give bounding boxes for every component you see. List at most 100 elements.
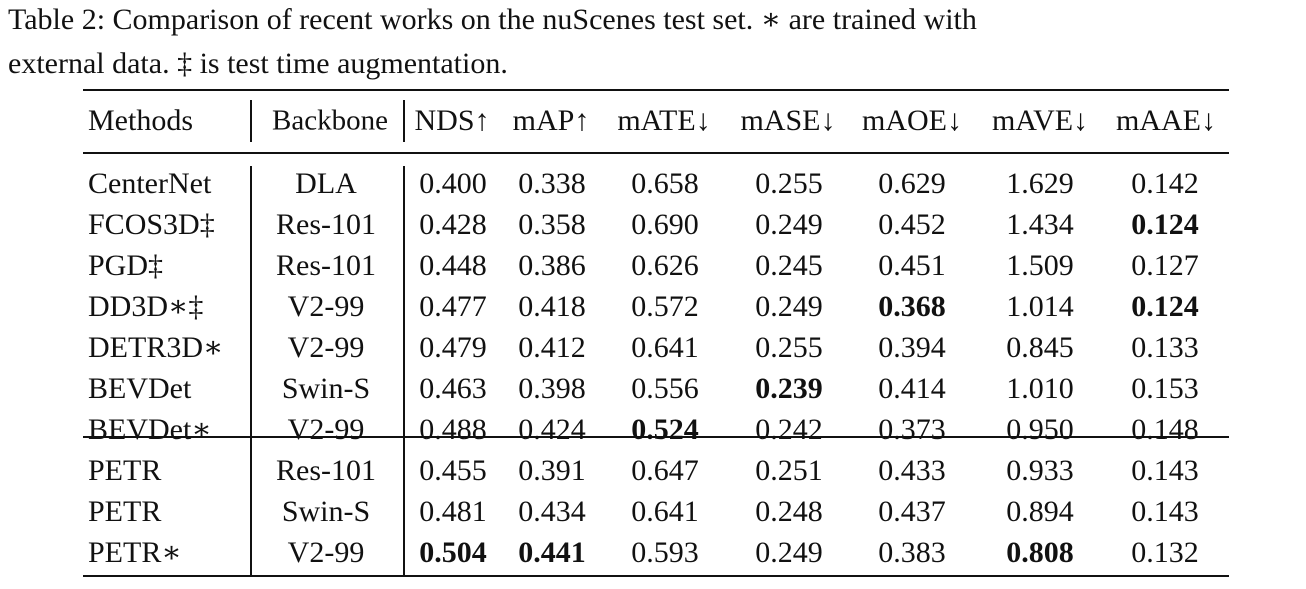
value-cell: 0.556: [631, 372, 699, 405]
value-cell: 0.143: [1131, 495, 1199, 528]
backbone-cell: Swin-S: [281, 495, 371, 528]
value-cell: 0.148: [1131, 413, 1199, 446]
value-cell: 0.441: [518, 536, 586, 569]
value-cell: 0.255: [755, 331, 823, 364]
value-cell: 0.629: [878, 167, 946, 200]
value-cell: 0.479: [419, 331, 487, 364]
value-cell: 1.434: [1006, 208, 1074, 241]
value-cell: 0.124: [1131, 208, 1199, 241]
value-cell: 0.143: [1131, 454, 1199, 487]
value-cell: 0.933: [1006, 454, 1074, 487]
value-cell: 0.451: [878, 249, 946, 282]
header-cell: mAP↑: [512, 104, 590, 137]
value-cell: 0.142: [1131, 167, 1199, 200]
header-cell: mATE↓: [617, 104, 711, 137]
value-cell: 0.394: [878, 331, 946, 364]
caption-line: external data. ‡ is test time augmentati…: [8, 47, 508, 80]
value-cell: 0.242: [755, 413, 823, 446]
value-cell: 0.391: [518, 454, 586, 487]
value-cell: 0.477: [419, 290, 487, 323]
value-cell: 0.127: [1131, 249, 1199, 282]
method-cell: PETR∗: [88, 536, 182, 569]
value-cell: 0.414: [878, 372, 946, 405]
value-cell: 0.249: [755, 208, 823, 241]
method-cell: PETR: [88, 495, 162, 528]
value-cell: 0.245: [755, 249, 823, 282]
header-cell: Backbone: [272, 104, 388, 137]
backbone-cell: DLA: [295, 167, 357, 200]
value-cell: 0.249: [755, 290, 823, 323]
method-cell: BEVDet∗: [88, 413, 212, 446]
header-rule: [83, 152, 1229, 154]
backbone-cell: Res-101: [276, 249, 376, 282]
value-cell: 0.845: [1006, 331, 1074, 364]
caption-line: Table 2: Comparison of recent works on t…: [8, 3, 977, 36]
value-cell: 0.504: [419, 536, 487, 569]
value-cell: 0.434: [518, 495, 586, 528]
value-cell: 0.488: [419, 413, 487, 446]
value-cell: 0.572: [631, 290, 699, 323]
value-cell: 1.014: [1006, 290, 1074, 323]
value-cell: 0.255: [755, 167, 823, 200]
backbone-cell: Res-101: [276, 208, 376, 241]
value-cell: 0.132: [1131, 536, 1199, 569]
backbone-cell: V2-99: [287, 536, 365, 569]
value-cell: 1.010: [1006, 372, 1074, 405]
column-rule: [403, 100, 405, 142]
value-cell: 0.358: [518, 208, 586, 241]
value-cell: 0.249: [755, 536, 823, 569]
value-cell: 0.386: [518, 249, 586, 282]
value-cell: 0.153: [1131, 372, 1199, 405]
header-cell: NDS↑: [414, 104, 490, 137]
value-cell: 0.133: [1131, 331, 1199, 364]
value-cell: 0.641: [631, 331, 699, 364]
value-cell: 0.124: [1131, 290, 1199, 323]
value-cell: 0.455: [419, 454, 487, 487]
value-cell: 0.641: [631, 495, 699, 528]
value-cell: 0.593: [631, 536, 699, 569]
value-cell: 0.373: [878, 413, 946, 446]
header-cell: mAAE↓: [1116, 104, 1216, 137]
value-cell: 1.629: [1006, 167, 1074, 200]
bottom-rule: [83, 575, 1229, 577]
header-cell: mAVE↓: [991, 104, 1089, 137]
value-cell: 0.524: [631, 413, 699, 446]
value-cell: 0.338: [518, 167, 586, 200]
group-rule: [83, 436, 1229, 438]
value-cell: 0.239: [755, 372, 823, 405]
value-cell: 0.894: [1006, 495, 1074, 528]
value-cell: 0.412: [518, 331, 586, 364]
value-cell: 1.509: [1006, 249, 1074, 282]
backbone-cell: Res-101: [276, 454, 376, 487]
header-cell: mAOE↓: [862, 104, 962, 137]
value-cell: 0.400: [419, 167, 487, 200]
value-cell: 0.398: [518, 372, 586, 405]
column-rule: [250, 166, 252, 576]
header-cell: Methods: [88, 104, 193, 137]
value-cell: 0.248: [755, 495, 823, 528]
value-cell: 0.437: [878, 495, 946, 528]
value-cell: 0.418: [518, 290, 586, 323]
value-cell: 0.428: [419, 208, 487, 241]
value-cell: 0.383: [878, 536, 946, 569]
value-cell: 0.690: [631, 208, 699, 241]
value-cell: 0.448: [419, 249, 487, 282]
method-cell: PETR: [88, 454, 162, 487]
method-cell: DETR3D∗: [88, 331, 224, 364]
value-cell: 0.658: [631, 167, 699, 200]
value-cell: 0.251: [755, 454, 823, 487]
value-cell: 0.808: [1006, 536, 1074, 569]
method-cell: PGD‡: [88, 249, 164, 282]
value-cell: 0.433: [878, 454, 946, 487]
top-rule: [83, 89, 1229, 91]
method-cell: CenterNet: [88, 167, 212, 200]
value-cell: 0.424: [518, 413, 586, 446]
value-cell: 0.481: [419, 495, 487, 528]
value-cell: 0.452: [878, 208, 946, 241]
backbone-cell: V2-99: [287, 413, 365, 446]
column-rule: [250, 100, 252, 142]
header-cell: mASE↓: [740, 104, 836, 137]
method-cell: BEVDet: [88, 372, 192, 405]
backbone-cell: V2-99: [287, 331, 365, 364]
backbone-cell: Swin-S: [281, 372, 371, 405]
